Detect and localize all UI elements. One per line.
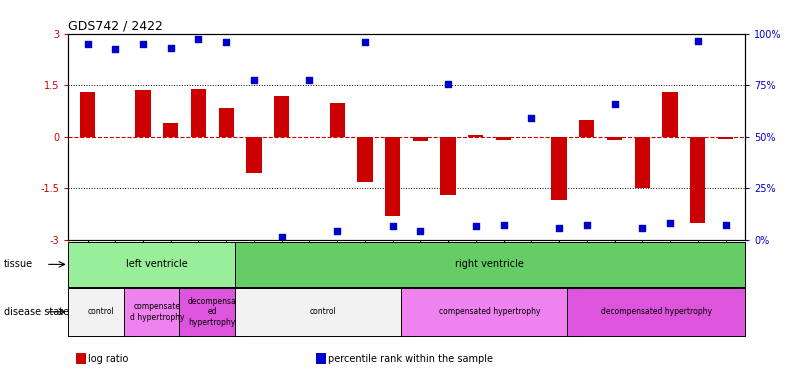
Bar <box>718 137 733 139</box>
Bar <box>357 137 372 182</box>
Point <box>691 38 704 44</box>
Text: compensated hypertrophy: compensated hypertrophy <box>439 308 541 316</box>
Text: control: control <box>88 308 115 316</box>
Bar <box>662 92 678 137</box>
Point <box>137 41 150 47</box>
Point <box>497 222 510 228</box>
Point <box>525 115 537 121</box>
Bar <box>135 90 151 137</box>
Text: decompensa
ed
hypertrophy: decompensa ed hypertrophy <box>188 297 237 327</box>
Point <box>386 223 399 229</box>
Point <box>719 222 732 228</box>
Text: control: control <box>310 308 336 316</box>
Bar <box>607 137 622 140</box>
Bar <box>191 90 206 137</box>
Bar <box>634 137 650 188</box>
Bar <box>274 96 289 137</box>
Point <box>441 81 454 87</box>
Bar <box>235 242 745 287</box>
Bar <box>401 288 578 336</box>
Point <box>331 228 344 234</box>
Bar <box>496 137 511 140</box>
Bar <box>385 137 400 216</box>
Point <box>276 234 288 240</box>
Point <box>663 220 676 226</box>
Point <box>164 45 177 51</box>
Text: GDS742 / 2422: GDS742 / 2422 <box>68 20 163 33</box>
Bar <box>329 102 344 137</box>
Point <box>414 228 427 234</box>
Point <box>81 41 94 47</box>
Text: percentile rank within the sample: percentile rank within the sample <box>328 354 493 363</box>
Bar <box>179 288 246 336</box>
Text: decompensated hypertrophy: decompensated hypertrophy <box>601 308 711 316</box>
Text: left ventricle: left ventricle <box>126 260 187 269</box>
Text: compensate
d hypertrophy: compensate d hypertrophy <box>130 302 184 321</box>
Bar <box>123 288 190 336</box>
Text: log ratio: log ratio <box>88 354 128 363</box>
Point <box>636 225 649 231</box>
Bar <box>579 120 594 137</box>
Bar <box>163 123 179 137</box>
Bar <box>80 92 95 137</box>
Point <box>469 223 482 229</box>
Point <box>608 101 621 107</box>
Point <box>192 36 205 42</box>
Bar <box>690 137 706 223</box>
Bar <box>441 137 456 195</box>
Point <box>219 39 232 45</box>
Point <box>109 46 122 52</box>
Point <box>553 225 566 231</box>
Bar <box>247 137 262 173</box>
Text: disease state: disease state <box>4 307 69 317</box>
Point <box>359 39 372 45</box>
Text: right ventricle: right ventricle <box>455 260 524 269</box>
Bar <box>469 135 484 137</box>
Bar <box>551 137 566 201</box>
Point <box>303 77 316 83</box>
Bar <box>413 137 428 141</box>
Point <box>248 77 260 83</box>
Text: tissue: tissue <box>4 260 33 269</box>
Point <box>581 222 594 228</box>
Bar <box>235 288 412 336</box>
Bar <box>68 288 135 336</box>
Bar <box>567 288 745 336</box>
Bar <box>219 108 234 137</box>
Bar <box>68 242 246 287</box>
